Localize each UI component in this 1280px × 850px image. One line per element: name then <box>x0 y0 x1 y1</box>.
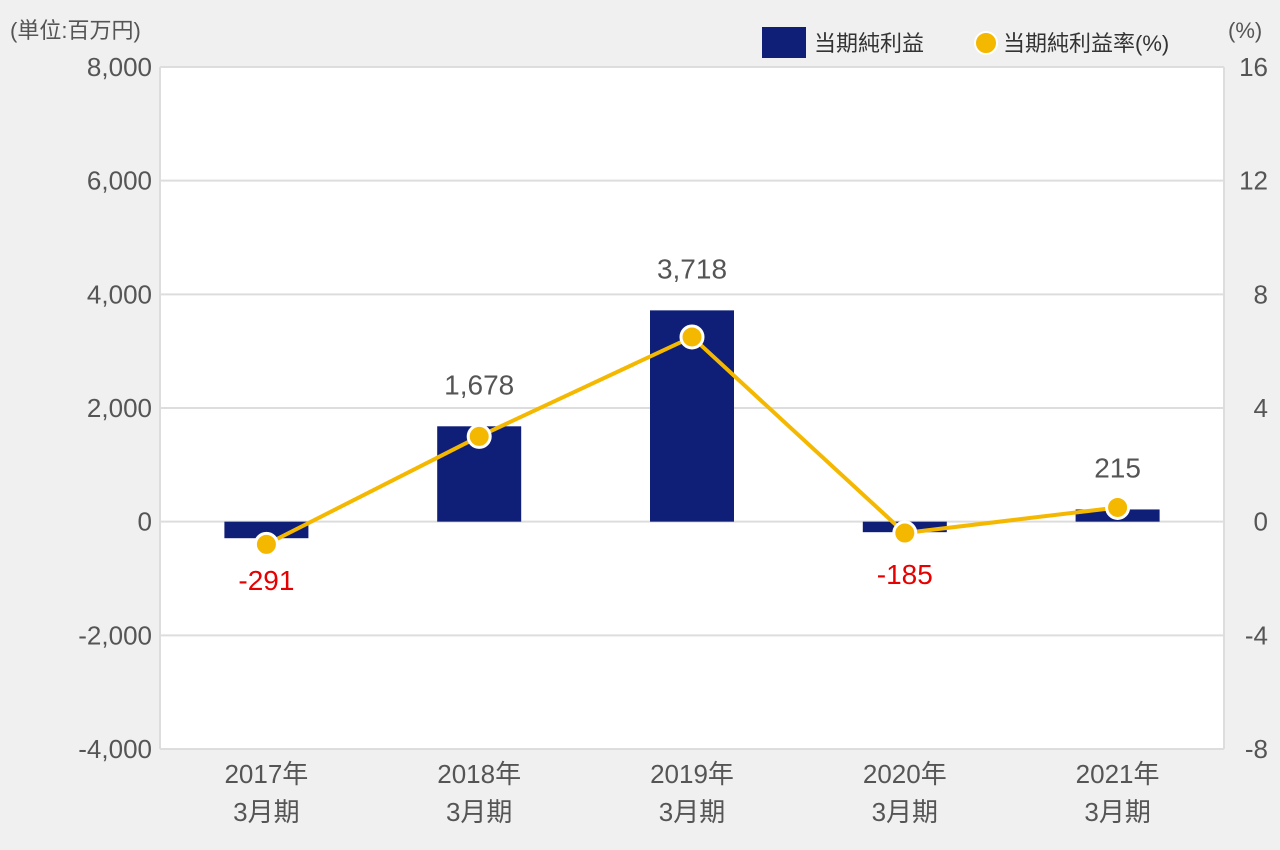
legend-line-marker <box>974 31 998 55</box>
right-axis-unit: (%) <box>1228 18 1262 43</box>
bar-data-label: 215 <box>1094 452 1141 483</box>
x-tick-label-period: 3月期 <box>659 797 725 827</box>
x-tick-label-period: 3月期 <box>872 797 938 827</box>
left-y-tick-label: -2,000 <box>78 620 152 650</box>
left-y-axis: -4,000 -2,000 0 2,000 4,000 6,000 8,000 <box>78 52 152 764</box>
bar-data-label: 3,718 <box>657 253 727 284</box>
line-point <box>466 423 492 449</box>
left-y-tick-label: 4,000 <box>87 279 152 309</box>
x-tick-label-year: 2021年 <box>1076 759 1160 789</box>
left-y-tick-label: -4,000 <box>78 734 152 764</box>
line-series <box>253 324 1131 557</box>
left-y-tick-label: 2,000 <box>87 393 152 423</box>
legend-line-label-suffix: (%) <box>1135 31 1169 56</box>
legend: 当期純利益 当期純利益率(%) <box>762 27 1169 58</box>
x-tick-label-year: 2020年 <box>863 759 947 789</box>
right-y-tick-label: -8 <box>1245 734 1268 764</box>
data-labels: -291 1,678 3,718 -185 215 <box>238 253 1141 596</box>
legend-bar-label: 当期純利益 <box>814 31 924 56</box>
x-tick-label-period: 3月期 <box>446 797 512 827</box>
gridlines <box>159 66 1225 750</box>
left-y-tick-label: 6,000 <box>87 166 152 196</box>
right-y-tick-label: -4 <box>1245 620 1268 650</box>
x-tick-label-period: 3月期 <box>233 797 299 827</box>
x-tick-label-period: 3月期 <box>1084 797 1150 827</box>
bar-data-label: -291 <box>238 565 294 596</box>
line-point <box>253 531 279 557</box>
right-y-tick-label: 4 <box>1254 393 1268 423</box>
left-axis-unit: (単位:百万円) <box>10 18 141 43</box>
x-tick-label-year: 2018年 <box>437 759 521 789</box>
line-point <box>892 520 918 546</box>
left-y-tick-label: 8,000 <box>87 52 152 82</box>
x-tick-label-year: 2019年 <box>650 759 734 789</box>
line-point <box>679 324 705 350</box>
legend-line-label: 当期純利益率(%) <box>1003 31 1169 56</box>
legend-line-label-text: 当期純利益率 <box>1003 31 1135 56</box>
x-tick-label-year: 2017年 <box>224 759 308 789</box>
right-y-tick-label: 8 <box>1254 279 1268 309</box>
right-y-tick-label: 16 <box>1239 52 1268 82</box>
left-y-tick-label: 0 <box>138 507 152 537</box>
legend-bar-swatch <box>762 27 806 58</box>
right-y-axis: -8 -4 0 4 8 12 16 <box>1239 52 1268 764</box>
bar-data-label: 1,678 <box>444 369 514 400</box>
line-point <box>1105 494 1131 520</box>
right-y-tick-label: 0 <box>1254 507 1268 537</box>
right-y-tick-label: 12 <box>1239 166 1268 196</box>
x-axis: 2017年 3月期 2018年 3月期 2019年 3月期 2020年 3月期 2021年 3月期 <box>224 759 1159 827</box>
bar-data-label: -185 <box>877 559 933 590</box>
